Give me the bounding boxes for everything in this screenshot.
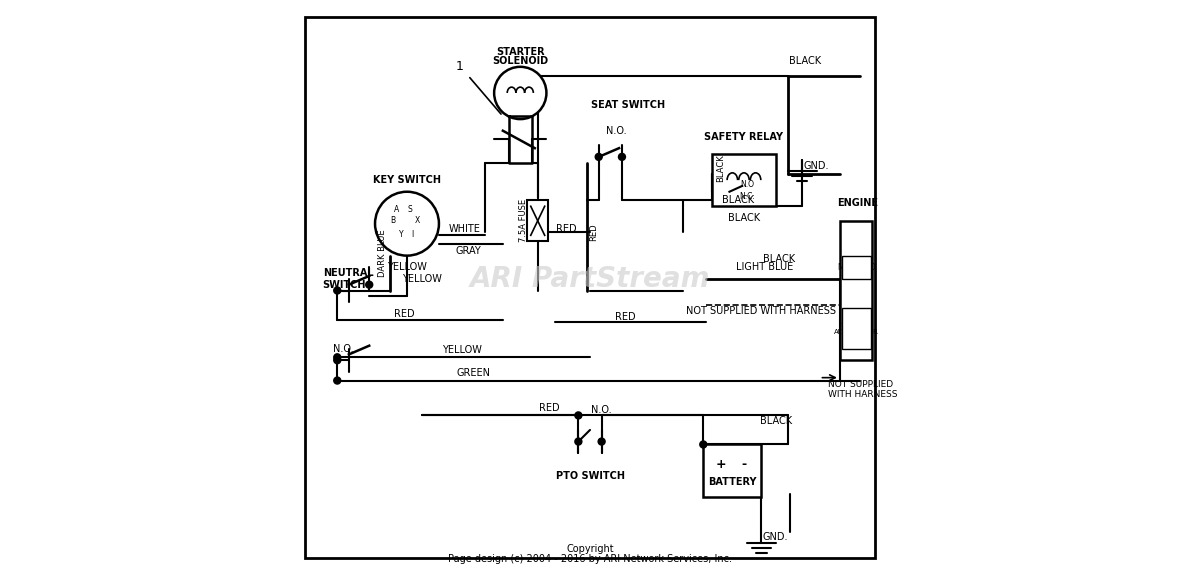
Text: DARK BLUE: DARK BLUE <box>378 229 387 277</box>
Text: S: S <box>407 205 412 214</box>
Circle shape <box>334 357 341 364</box>
Circle shape <box>366 281 373 288</box>
Circle shape <box>700 441 707 448</box>
Text: NOT SUPPLIED
WITH HARNESS: NOT SUPPLIED WITH HARNESS <box>828 379 898 399</box>
Text: BATTERY: BATTERY <box>708 477 756 487</box>
Text: N.O: N.O <box>740 180 754 189</box>
Bar <box>703 444 761 497</box>
Text: +: + <box>715 458 726 471</box>
Text: ARI PartStream: ARI PartStream <box>470 265 710 293</box>
Text: B: B <box>389 216 395 225</box>
Circle shape <box>494 67 546 119</box>
Text: GRAY: GRAY <box>455 246 481 256</box>
Text: STARTER: STARTER <box>496 47 545 58</box>
Text: BLACK: BLACK <box>760 416 792 426</box>
Text: STARTER
ALTERNATOR: STARTER ALTERNATOR <box>833 322 879 335</box>
Text: 7.5A FUSE: 7.5A FUSE <box>519 199 527 242</box>
Text: BLACK: BLACK <box>716 155 726 182</box>
Text: RED: RED <box>539 403 559 413</box>
Text: WHITE: WHITE <box>450 224 481 235</box>
Text: BLACK: BLACK <box>789 56 821 66</box>
Text: RED: RED <box>557 224 577 235</box>
Text: GND.: GND. <box>804 160 830 171</box>
Text: Y: Y <box>399 229 404 239</box>
Circle shape <box>595 153 602 160</box>
Text: RED: RED <box>615 311 635 322</box>
Text: NOT SUPPLIED WITH HARNESS: NOT SUPPLIED WITH HARNESS <box>687 306 837 316</box>
Text: -: - <box>741 458 747 471</box>
Text: X: X <box>415 216 420 225</box>
Circle shape <box>575 438 582 445</box>
Circle shape <box>618 153 625 160</box>
Bar <box>712 154 776 206</box>
Text: N.O.: N.O. <box>605 125 627 136</box>
Bar <box>840 221 872 360</box>
Text: YELLOW: YELLOW <box>401 274 441 284</box>
Text: PTO SWITCH: PTO SWITCH <box>556 471 624 482</box>
Text: GREEN: GREEN <box>457 368 491 378</box>
Text: KEY SWITCH: KEY SWITCH <box>373 175 441 185</box>
Bar <box>527 200 549 241</box>
Text: A: A <box>394 205 399 214</box>
Bar <box>841 308 871 349</box>
Text: MAGNETO: MAGNETO <box>837 263 876 272</box>
Text: YELLOW: YELLOW <box>442 345 483 355</box>
Text: YELLOW: YELLOW <box>387 262 427 272</box>
Circle shape <box>334 377 341 384</box>
Text: ENGINE: ENGINE <box>837 198 878 209</box>
Text: I: I <box>412 229 414 239</box>
Text: Page design (c) 2004 - 2016 by ARI Network Services, Inc.: Page design (c) 2004 - 2016 by ARI Netwo… <box>448 554 732 564</box>
Text: SAFETY RELAY: SAFETY RELAY <box>704 131 784 142</box>
Text: N.O.: N.O. <box>591 404 612 415</box>
Text: RED: RED <box>590 224 598 241</box>
Circle shape <box>598 438 605 445</box>
Text: NEUTRAL
SWITCH: NEUTRAL SWITCH <box>323 268 373 290</box>
Text: Copyright: Copyright <box>566 544 614 554</box>
Text: SEAT SWITCH: SEAT SWITCH <box>591 99 664 110</box>
Text: 1: 1 <box>455 60 464 73</box>
Text: SOLENOID: SOLENOID <box>492 56 549 66</box>
Text: RED: RED <box>394 309 414 319</box>
Bar <box>841 256 871 279</box>
Circle shape <box>334 354 341 361</box>
Text: GND.: GND. <box>762 532 787 543</box>
Circle shape <box>575 412 582 419</box>
Text: BLACK: BLACK <box>728 213 760 223</box>
Circle shape <box>375 192 439 256</box>
Text: BLACK: BLACK <box>762 253 795 264</box>
Text: N.O.: N.O. <box>333 343 353 354</box>
Text: LIGHT BLUE: LIGHT BLUE <box>735 262 793 272</box>
Text: N.C.: N.C. <box>739 192 755 201</box>
Circle shape <box>334 287 341 294</box>
Text: BLACK: BLACK <box>722 195 754 206</box>
